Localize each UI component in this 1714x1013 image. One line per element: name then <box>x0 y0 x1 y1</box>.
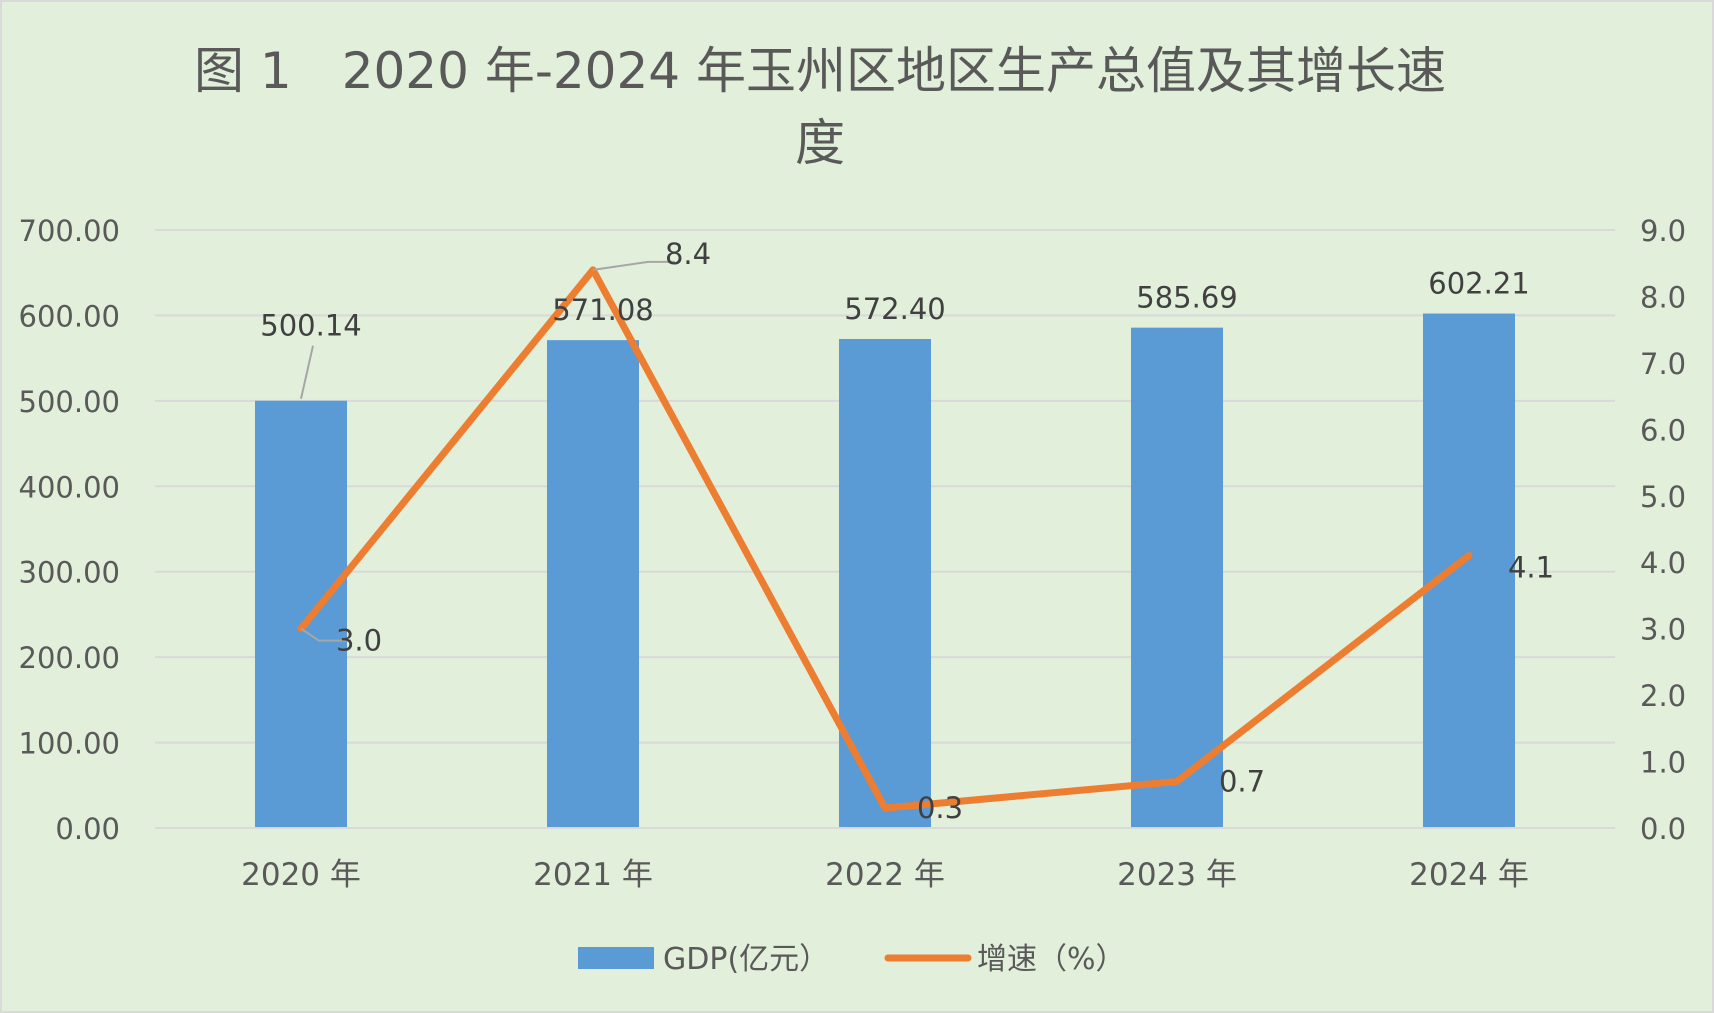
chart-title-line2: 度 <box>795 114 845 172</box>
growth-line <box>297 266 1473 812</box>
gdp-bar <box>255 400 347 828</box>
growth-label-leader-line <box>300 627 351 642</box>
right-axis-tick-label: 7.0 <box>1640 347 1686 381</box>
x-axis-tick-label: 2023 年 <box>1117 857 1237 893</box>
left-axis-tick-label: 200.00 <box>19 641 120 675</box>
left-axis-tick-label: 100.00 <box>19 727 120 761</box>
legend-label-growth: 增速（%） <box>977 942 1126 977</box>
right-y-axis: 0.0 1.0 2.0 3.0 4.0 5.0 6.0 7.0 8.0 9.0 <box>1640 214 1686 846</box>
gdp-value-label: 572.40 <box>844 292 945 326</box>
right-axis-tick-label: 9.0 <box>1640 214 1686 248</box>
right-axis-tick-label: 0.0 <box>1640 812 1686 846</box>
gdp-value-label: 602.21 <box>1428 267 1529 301</box>
growth-value-label: 0.3 <box>917 791 963 825</box>
gdp-bar <box>1131 327 1223 828</box>
left-axis-tick-label: 700.00 <box>19 214 120 248</box>
x-axis-tick-label: 2021 年 <box>533 857 653 893</box>
left-axis-tick-label: 0.00 <box>55 812 120 846</box>
chart-title-line1: 图 1 2020 年-2024 年玉州区地区生产总值及其增长速 <box>194 42 1446 100</box>
legend-label-gdp: GDP(亿元） <box>663 942 829 977</box>
gdp-label-leader-line <box>300 345 314 399</box>
left-axis-tick-label: 400.00 <box>19 470 120 504</box>
right-axis-tick-label: 2.0 <box>1640 679 1686 713</box>
gdp-bar <box>1423 313 1515 828</box>
growth-label-leader-line <box>592 260 675 271</box>
legend-swatch-gdp <box>578 947 654 969</box>
left-axis-tick-label: 300.00 <box>19 556 120 590</box>
x-axis-tick-label: 2022 年 <box>825 857 945 893</box>
right-axis-tick-label: 5.0 <box>1640 480 1686 514</box>
gdp-bars <box>255 313 1515 828</box>
x-axis-tick-label: 2020 年 <box>241 857 361 893</box>
right-axis-tick-label: 3.0 <box>1640 613 1686 647</box>
legend: GDP(亿元） 增速（%） <box>578 942 1126 977</box>
left-axis-tick-label: 500.00 <box>19 385 120 419</box>
left-y-axis: 0.00 100.00 200.00 300.00 400.00 500.00 600.00… <box>19 214 120 846</box>
growth-value-label: 4.1 <box>1508 551 1554 585</box>
growth-series-line <box>297 266 1473 812</box>
right-axis-tick-label: 6.0 <box>1640 413 1686 447</box>
gdp-bar <box>547 340 639 828</box>
x-axis: 2020 年 2021 年 2022 年 2023 年 2024 年 <box>155 827 1615 893</box>
right-axis-tick-label: 8.0 <box>1640 280 1686 314</box>
growth-value-label: 0.7 <box>1219 764 1265 798</box>
gdp-value-label: 500.14 <box>260 309 361 343</box>
x-axis-tick-label: 2024 年 <box>1409 857 1529 893</box>
right-axis-tick-label: 1.0 <box>1640 746 1686 780</box>
gdp-value-label: 585.69 <box>1136 281 1237 315</box>
left-axis-tick-label: 600.00 <box>19 299 120 333</box>
data-labels: 500.14 571.08 572.40 585.69 602.21 3.0 8.4 0.3 0… <box>260 237 1554 825</box>
gdp-value-label: 571.08 <box>552 293 653 327</box>
right-axis-tick-label: 4.0 <box>1640 546 1686 580</box>
growth-value-label: 8.4 <box>665 237 711 271</box>
growth-value-label: 3.0 <box>336 624 382 658</box>
